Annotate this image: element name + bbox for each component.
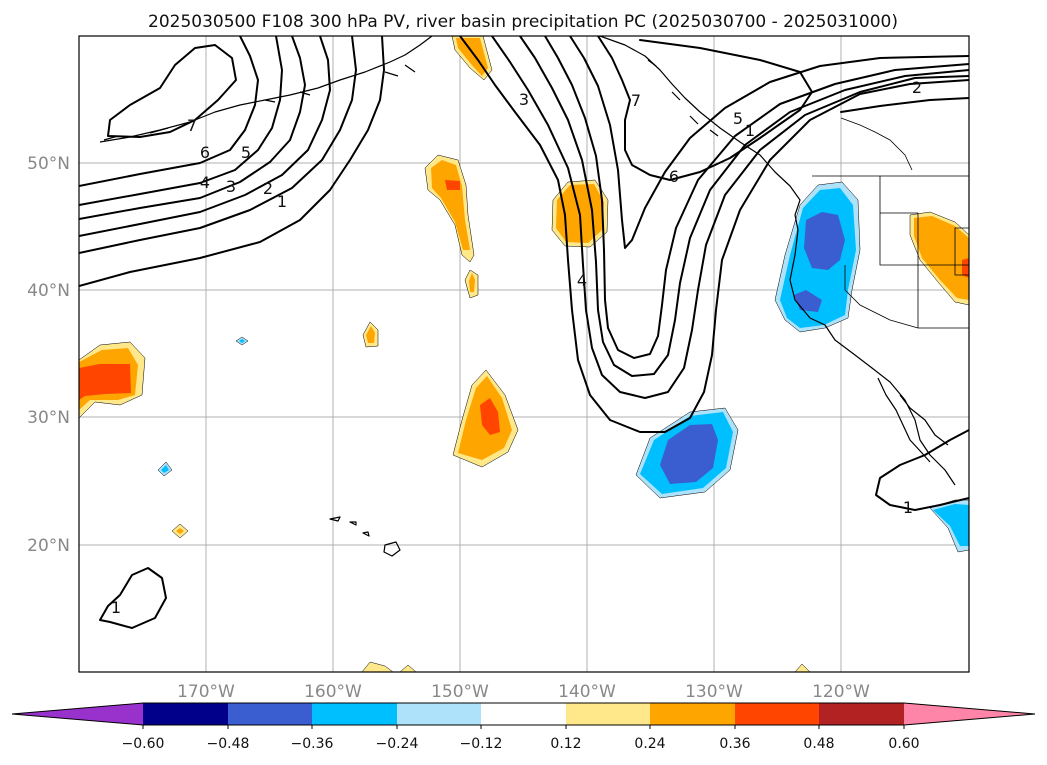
alaska-coast [99,36,433,143]
lon-tick: 130°W [685,682,743,702]
colorbar-extend-high [904,703,1035,725]
pv-label: 2 [912,78,922,97]
pv-label: 3 [226,177,236,196]
bc-coast [599,36,801,231]
lon-tick: 120°W [812,682,870,702]
colorbar-segment [143,703,228,725]
pv-contour-labels: 1 2 3 4 5 6 7 7 6 5 4 3 2 1 1 1 [111,78,922,617]
colorbar-tick-label: 0.36 [719,736,750,752]
us-west-coast [789,229,956,486]
colorbar-segment [735,703,819,725]
hawaii-islands [329,516,401,557]
chart-title: 2025030500 F108 300 hPa PV, river basin … [148,12,898,32]
coastlines [99,36,969,557]
colorbar-segment [650,703,735,725]
pv-label: 6 [669,167,679,186]
pv-label: 4 [577,271,587,290]
colorbar-tick-label: 0.12 [550,736,581,752]
lon-tick: 140°W [558,682,616,702]
pv-contours [79,36,969,629]
pv-label: 4 [200,173,210,192]
colorbar-tick-label: −0.36 [291,736,334,752]
lon-tick-labels: 170°W 160°W 150°W 140°W 130°W 120°W [177,682,870,702]
lon-tick: 160°W [304,682,362,702]
baja-coast [877,377,949,463]
precip-shading [79,36,969,672]
pv-label: 6 [200,143,210,162]
pv-label: 2 [263,179,273,198]
colorbar-segment [312,703,397,725]
colorbar-extend-low [12,703,143,725]
colorbar-tick-label: 0.24 [634,736,665,752]
colorbar-segment [481,703,566,725]
lat-tick-labels: 50°N 40°N 30°N 20°N [27,154,70,556]
pv-label: 1 [277,192,287,211]
pv-label: 3 [519,90,529,109]
map-frame [79,36,969,672]
pv-label: 7 [631,91,641,110]
pv-label: 1 [745,121,755,140]
colorbar: −0.60 −0.48 −0.36 −0.24 −0.12 0.12 0.24 … [11,702,1036,752]
colorbar-segment [397,703,481,725]
pv-label: 5 [241,143,251,162]
colorbar-tick-label: 0.60 [888,736,919,752]
lat-tick: 40°N [27,281,70,301]
lat-tick: 20°N [27,536,70,556]
lat-tick: 50°N [27,154,70,174]
colorbar-tick-label: −0.12 [460,736,503,752]
borders [812,175,969,329]
colorbar-segment [566,703,650,725]
pv-label: 7 [187,116,197,135]
colorbar-tick-label: −0.60 [122,736,165,752]
lat-tick: 30°N [27,408,70,428]
pv-label: 1 [903,498,913,517]
pv-label: 1 [111,598,121,617]
colorbar-tick-label: −0.24 [376,736,419,752]
colorbar-tick-label: 0.48 [803,736,834,752]
colorbar-tick-label: −0.48 [207,736,250,752]
lon-tick: 150°W [431,682,489,702]
colorbar-segment [228,703,312,725]
lon-tick: 170°W [177,682,235,702]
pv-label: 5 [733,109,743,128]
colorbar-segment [819,703,904,725]
